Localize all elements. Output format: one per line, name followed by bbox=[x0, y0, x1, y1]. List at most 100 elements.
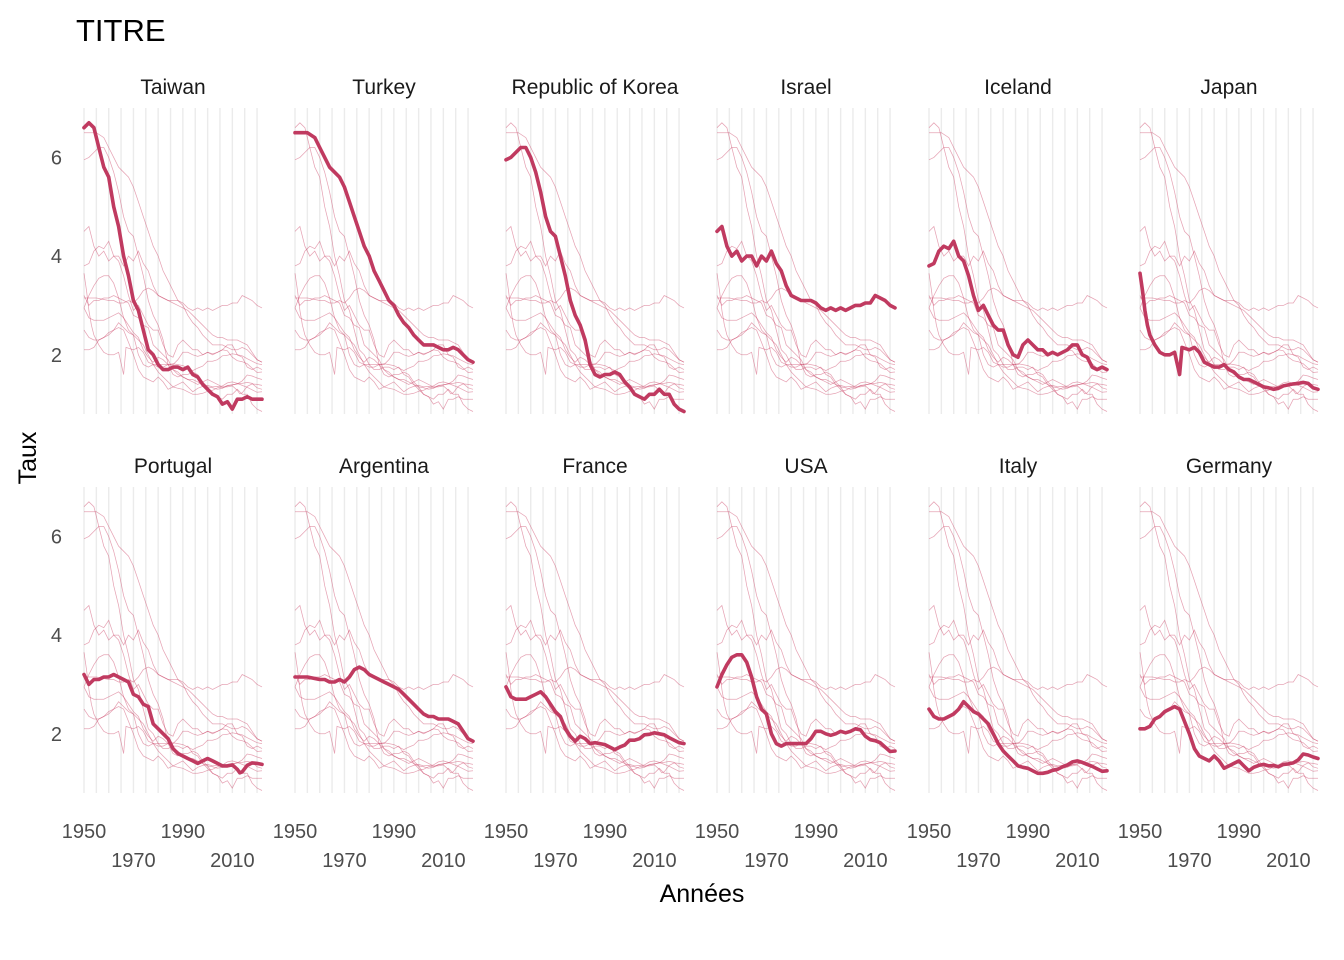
facet-label-germany: Germany bbox=[1186, 455, 1273, 478]
background-line-japan bbox=[294, 652, 474, 769]
background-line-portugal bbox=[928, 295, 1108, 395]
panel-germany: Germany bbox=[1138, 455, 1320, 793]
background-line-turkey bbox=[717, 511, 896, 742]
x-tick-label: 1990 bbox=[1006, 821, 1051, 843]
x-axis-title: Années bbox=[660, 880, 745, 908]
background-line-japan bbox=[83, 273, 263, 390]
background-line-taiwan bbox=[1139, 122, 1318, 410]
background-line-turkey bbox=[84, 132, 263, 363]
x-tick-label: 2010 bbox=[210, 850, 255, 872]
background-line-argentina bbox=[1140, 287, 1319, 363]
series-line-iceland bbox=[927, 239, 1109, 372]
background-line-turkey bbox=[506, 511, 685, 742]
background-line-italy bbox=[1139, 322, 1319, 395]
background-line-portugal bbox=[1139, 674, 1319, 774]
background-line-portugal bbox=[928, 674, 1108, 774]
background-line-iceland bbox=[294, 240, 474, 371]
x-tick-label: 1970 bbox=[956, 850, 1001, 872]
y-tick-label: 6 bbox=[51, 526, 62, 548]
background-line-argentina bbox=[506, 287, 685, 363]
series-line-germany bbox=[1138, 704, 1320, 773]
background-line-israel bbox=[716, 604, 896, 690]
background-line-italy bbox=[505, 322, 685, 395]
background-line-italy bbox=[83, 322, 263, 395]
background-line-portugal bbox=[505, 674, 685, 774]
background-line-israel bbox=[928, 604, 1108, 690]
background-line-taiwan bbox=[505, 122, 684, 410]
y-tick-label: 4 bbox=[51, 625, 62, 647]
background-line-iceland bbox=[505, 240, 685, 371]
series-line-usa bbox=[715, 653, 897, 754]
background-line-usa bbox=[294, 275, 474, 373]
background-line-israel bbox=[1139, 225, 1319, 311]
background-line-france bbox=[928, 307, 1108, 372]
background-line-france bbox=[716, 307, 896, 372]
background-line-usa bbox=[505, 275, 685, 373]
panel-republic-of-korea: Republic of Korea bbox=[504, 76, 686, 414]
series-line-italy bbox=[927, 699, 1109, 776]
y-axis: 2 4 6 2 4 6 bbox=[51, 147, 62, 745]
background-line-germany bbox=[717, 327, 896, 393]
background-line-iceland bbox=[83, 240, 263, 371]
background-line-portugal bbox=[83, 295, 263, 395]
panel-israel: Israel bbox=[715, 76, 897, 414]
background-line-germany bbox=[295, 706, 474, 772]
background-line-germany bbox=[717, 706, 896, 772]
x-tick-label: 1950 bbox=[695, 821, 740, 843]
background-line-taiwan bbox=[928, 122, 1107, 410]
background-line-italy bbox=[83, 701, 263, 774]
background-line-france bbox=[505, 307, 685, 372]
series-line-argentina bbox=[293, 665, 475, 743]
background-line-argentina bbox=[717, 666, 896, 742]
x-tick-label: 2010 bbox=[1266, 850, 1311, 872]
x-tick-label: 1970 bbox=[744, 850, 789, 872]
series-line-taiwan bbox=[82, 121, 264, 411]
x-tick-label: 2010 bbox=[843, 850, 888, 872]
background-line-france bbox=[1139, 686, 1319, 751]
panel-usa: USA bbox=[715, 455, 897, 793]
background-line-usa bbox=[1139, 275, 1319, 373]
facet-panels: Taiwan Turkey Republic of Korea Israel Icela… bbox=[82, 76, 1320, 793]
x-tick-label: 1970 bbox=[1167, 850, 1212, 872]
background-line-italy bbox=[505, 701, 685, 774]
x-tick-label: 1990 bbox=[794, 821, 839, 843]
background-line-germany bbox=[506, 327, 685, 393]
background-line-france bbox=[1139, 307, 1319, 372]
x-tick-label: 1950 bbox=[273, 821, 318, 843]
background-line-republic-of-korea bbox=[83, 526, 263, 791]
series-line-japan bbox=[1138, 271, 1320, 392]
x-tick-label: 1990 bbox=[372, 821, 417, 843]
background-line-republic-of-korea bbox=[716, 526, 896, 791]
background-line-republic-of-korea bbox=[1139, 526, 1319, 791]
background-line-israel bbox=[83, 604, 263, 690]
panel-japan: Japan bbox=[1138, 76, 1320, 414]
x-tick-label: 1970 bbox=[533, 850, 578, 872]
background-line-taiwan bbox=[294, 122, 473, 410]
background-line-argentina bbox=[84, 287, 263, 363]
background-line-france bbox=[928, 686, 1108, 751]
background-line-usa bbox=[294, 654, 474, 752]
background-line-turkey bbox=[1140, 132, 1319, 363]
background-line-portugal bbox=[716, 674, 896, 774]
x-tick-label: 1990 bbox=[1217, 821, 1262, 843]
background-line-taiwan bbox=[294, 501, 473, 789]
panel-portugal: Portugal bbox=[82, 455, 264, 793]
background-line-germany bbox=[929, 327, 1108, 393]
panel-italy: Italy bbox=[927, 455, 1109, 793]
background-line-turkey bbox=[1140, 511, 1319, 742]
x-tick-label: 1990 bbox=[161, 821, 206, 843]
background-line-turkey bbox=[506, 132, 685, 363]
background-line-israel bbox=[294, 225, 474, 311]
background-line-israel bbox=[83, 225, 263, 311]
series-line-portugal bbox=[82, 672, 264, 775]
background-line-turkey bbox=[929, 511, 1108, 742]
series-line-republic-of-korea bbox=[504, 145, 686, 414]
panel-taiwan: Taiwan bbox=[82, 76, 264, 414]
x-tick-label: 1990 bbox=[583, 821, 628, 843]
background-line-germany bbox=[84, 327, 263, 393]
background-line-portugal bbox=[716, 295, 896, 395]
background-line-iceland bbox=[294, 619, 474, 750]
facet-label-japan: Japan bbox=[1200, 76, 1257, 99]
x-axis: 1950197019902010195019701990201019501970… bbox=[62, 821, 1311, 872]
